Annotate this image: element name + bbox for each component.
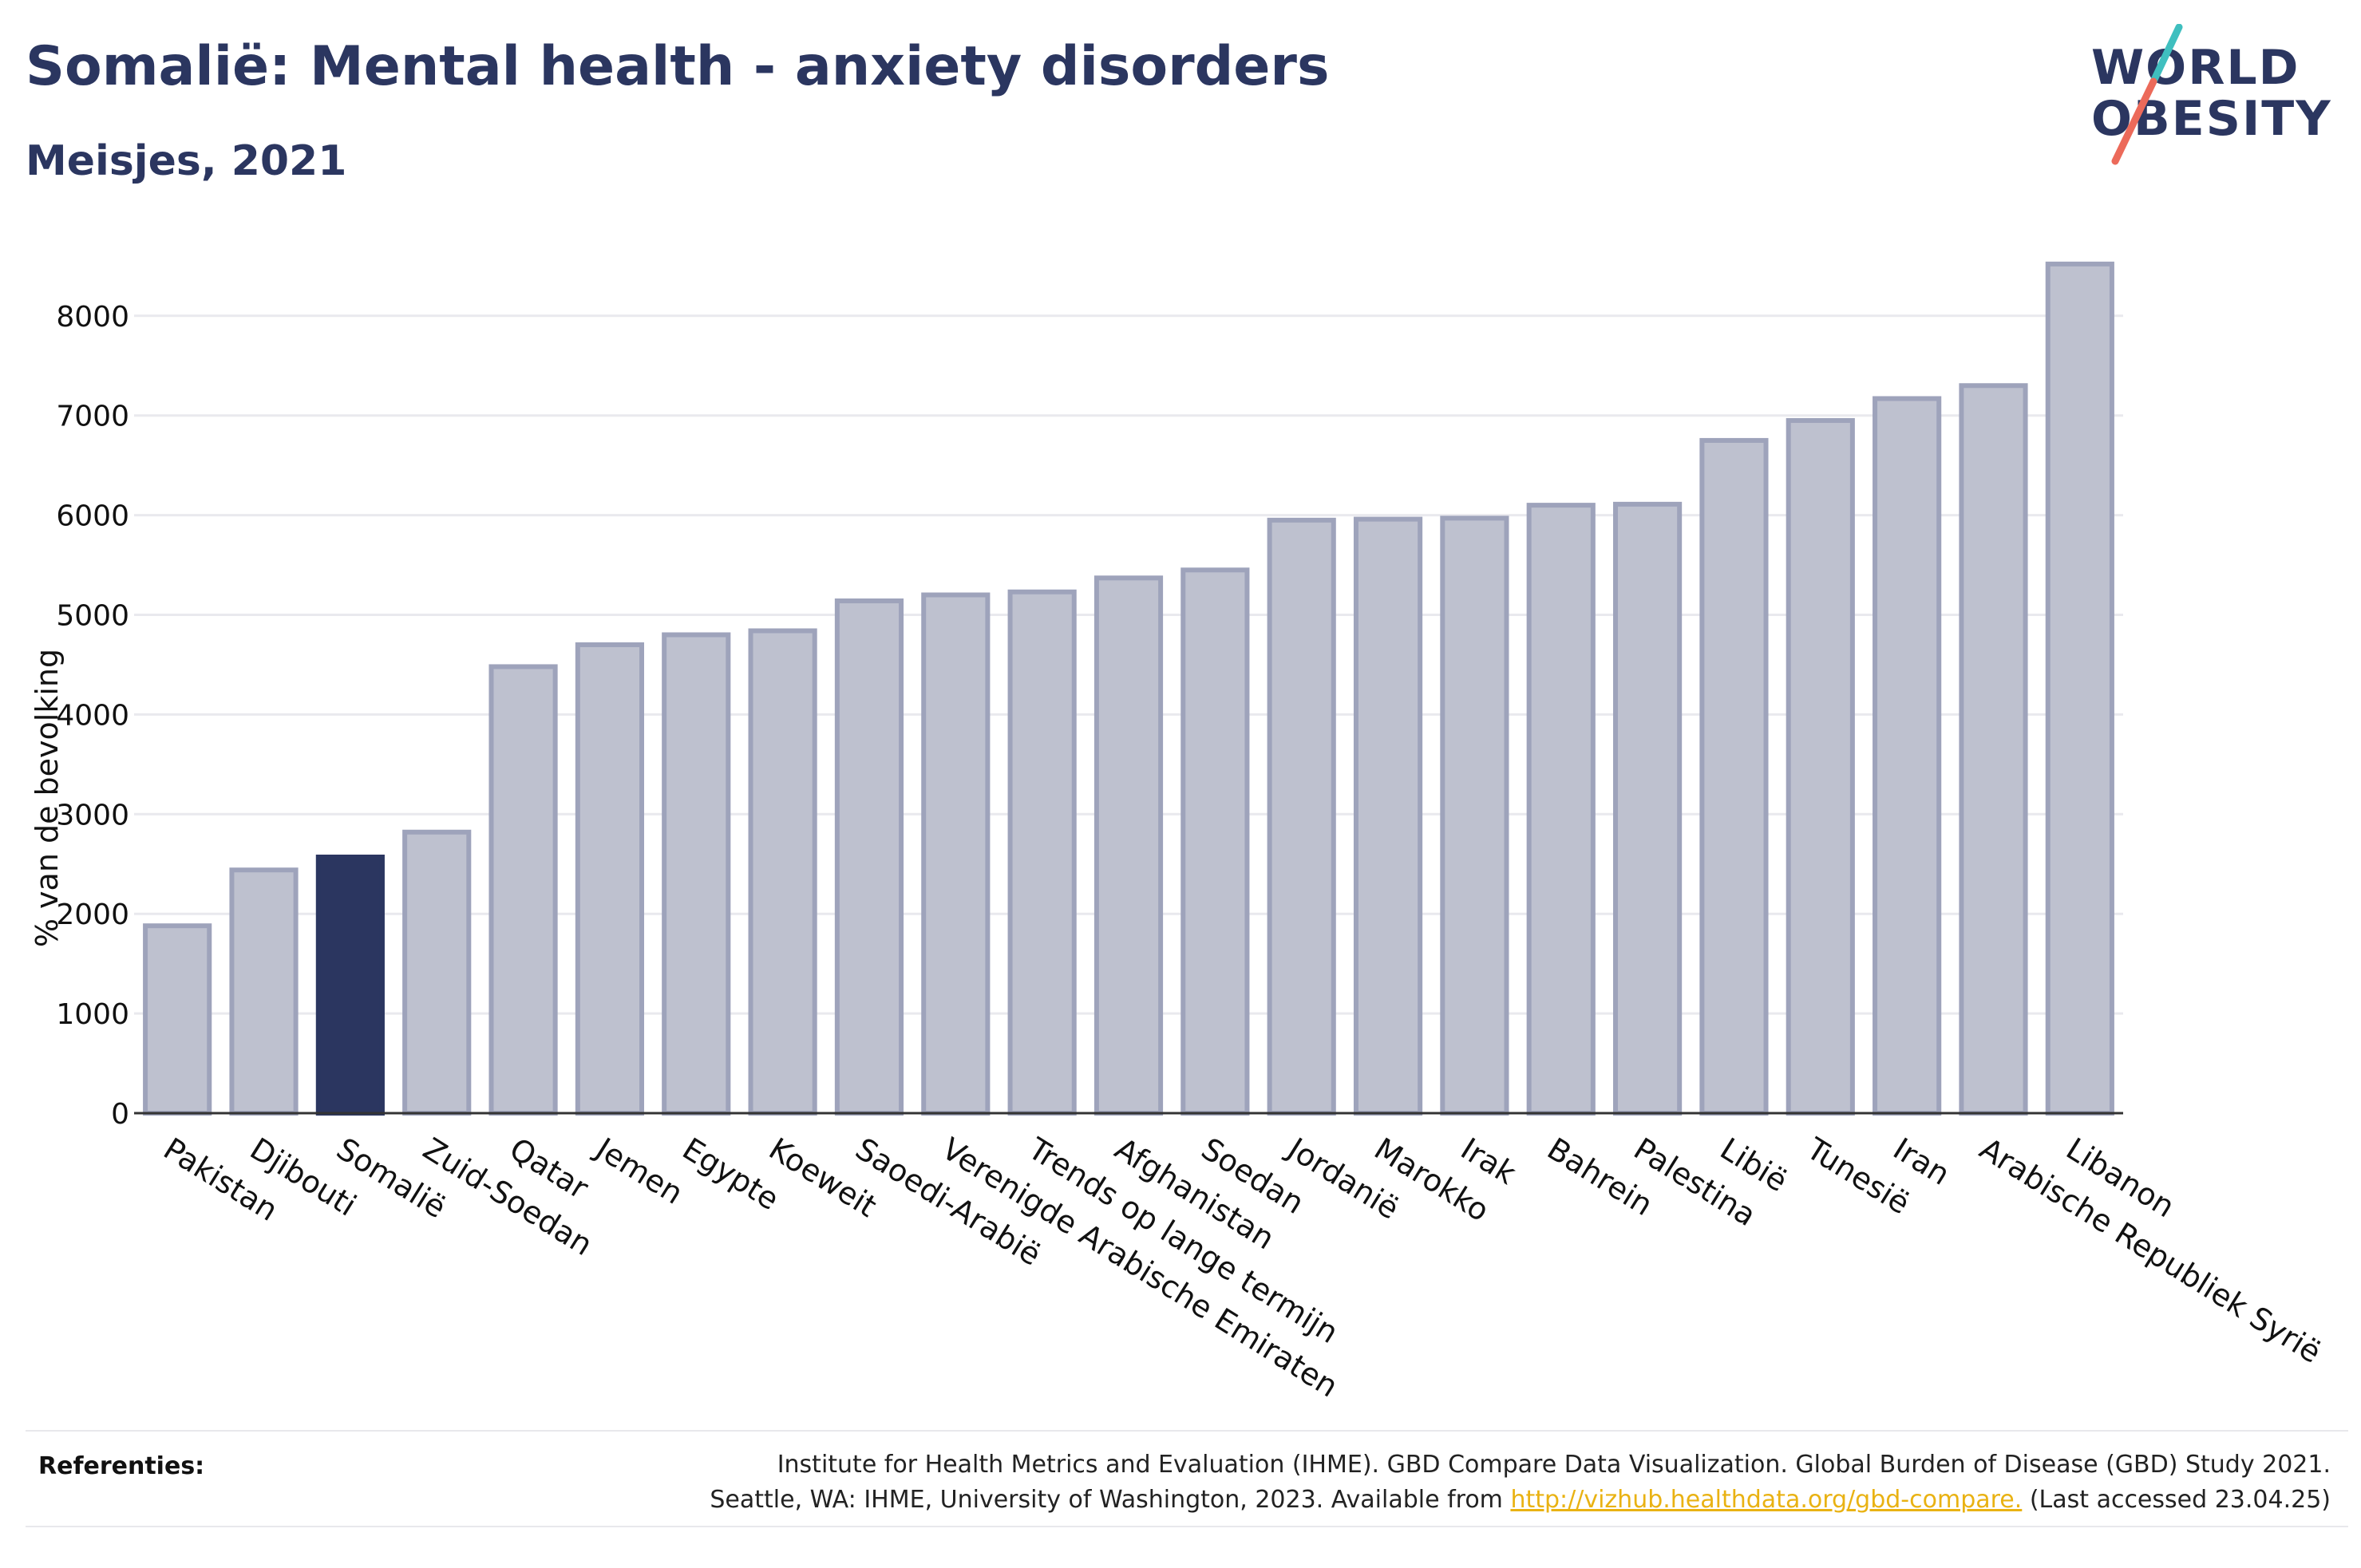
- y-tick-label: 3000: [56, 799, 129, 831]
- bar: [1093, 575, 1164, 1116]
- reference-line-2: Seattle, WA: IHME, University of Washing…: [495, 1483, 2331, 1518]
- y-tick-label: 0: [111, 1098, 129, 1131]
- bar: [143, 923, 212, 1116]
- footer-divider-top: [26, 1430, 2348, 1432]
- y-tick-label: 6000: [56, 500, 129, 533]
- y-tick-label: 8000: [56, 301, 129, 334]
- bar-chart: 010002000300040005000600070008000Pakista…: [30, 261, 2327, 1404]
- page-title: Somalië: Mental health - anxiety disorde…: [26, 35, 1330, 98]
- bar: [1180, 567, 1250, 1116]
- y-tick-label: 5000: [56, 600, 129, 633]
- references-label: Referenties:: [38, 1452, 205, 1480]
- bar: [1007, 589, 1077, 1116]
- y-tick-label: 4000: [56, 699, 129, 732]
- reference-link[interactable]: http://vizhub.healthdata.org/gbd-compare…: [1510, 1486, 2023, 1514]
- reference-line-2-prefix: Seattle, WA: IHME, University of Washing…: [710, 1486, 1511, 1514]
- reference-line-2-suffix: (Last accessed 23.04.25): [2022, 1486, 2331, 1514]
- bar: [834, 598, 904, 1116]
- logo-text-world: WORLD: [2091, 40, 2300, 96]
- y-tick-label: 1000: [56, 998, 129, 1031]
- bar: [229, 867, 299, 1116]
- bar: [488, 664, 558, 1116]
- bar: [402, 829, 472, 1116]
- bar: [1526, 503, 1596, 1116]
- reference-line-1: Institute for Health Metrics and Evaluat…: [777, 1451, 2331, 1479]
- x-tick-label: Egypte: [676, 1131, 785, 1217]
- bar: [1267, 517, 1336, 1116]
- logo-slash-icon: [2111, 24, 2183, 165]
- y-tick-label: 2000: [56, 899, 129, 931]
- world-obesity-logo: WORLD OBESITY: [2091, 24, 2347, 168]
- bar: [1959, 383, 2028, 1116]
- bar: [2045, 261, 2114, 1116]
- bar: [921, 592, 991, 1116]
- page-subtitle: Meisjes, 2021: [26, 137, 347, 185]
- y-axis-label: % van de bevolking: [30, 649, 65, 947]
- bar: [1440, 515, 1509, 1116]
- bar: [662, 632, 731, 1116]
- footer-divider-bottom: [26, 1526, 2348, 1527]
- x-tick-label: Arabische Republiek Syrië: [1974, 1131, 2327, 1370]
- references-text: Institute for Health Metrics and Evaluat…: [495, 1448, 2331, 1518]
- bars: [143, 261, 2114, 1116]
- bar: [1786, 417, 1855, 1116]
- bar: [575, 642, 645, 1116]
- x-tick-label: Jemen: [588, 1130, 689, 1211]
- bar: [748, 628, 817, 1116]
- y-tick-label: 7000: [56, 401, 129, 433]
- bar: [1353, 516, 1423, 1116]
- bar-highlighted: [315, 855, 385, 1116]
- bar: [1612, 501, 1683, 1116]
- bar: [1873, 396, 1942, 1116]
- bar: [1699, 437, 1769, 1116]
